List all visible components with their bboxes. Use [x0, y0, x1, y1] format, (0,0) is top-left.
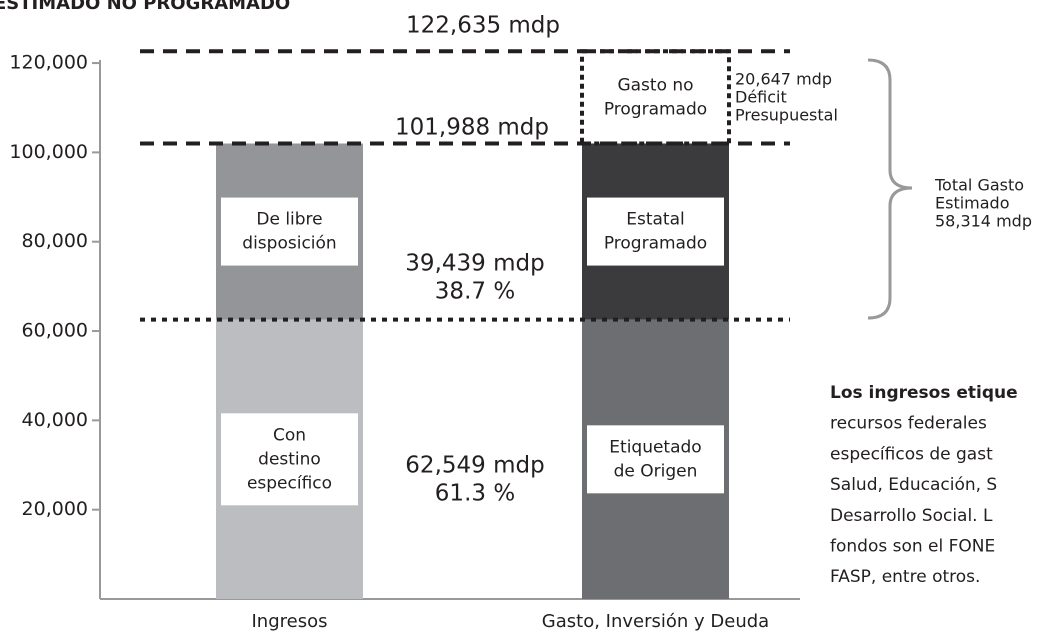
chart-title: ESTIMADO NO PROGRAMADO [0, 0, 290, 14]
segment-label: Etiquetado [609, 437, 701, 457]
note-line: fondos son el FONE [830, 537, 995, 557]
bar-segment [580, 49, 731, 146]
bracket [867, 58, 913, 320]
segment-label: de Origen [614, 461, 698, 481]
y-tick-label: 120,000 [9, 52, 88, 74]
y-tick-label: 80,000 [22, 230, 88, 252]
segment-label: De libre [256, 210, 322, 230]
segment-label: Con [273, 425, 306, 445]
note-line: Desarrollo Social. L [830, 506, 993, 526]
segment-label: Estatal [626, 210, 685, 230]
annotation: Déficit [735, 88, 787, 107]
annotation: Total Gasto [934, 176, 1024, 195]
annotation: 62,549 mdp [405, 453, 544, 479]
note-line: específicos de gast [830, 444, 993, 464]
y-tick-label: 40,000 [22, 409, 88, 431]
label-box [587, 197, 724, 266]
label-box [587, 425, 724, 494]
note-line: Los ingresos etique [830, 383, 1018, 403]
segment-label: específico [247, 473, 332, 493]
annotation: Presupuestal [735, 106, 838, 125]
segment-label: Programado [604, 99, 707, 119]
annotation: 58,314 mdp [935, 212, 1032, 231]
note-line: Salud, Educación, S [830, 475, 997, 495]
label-box [221, 413, 358, 506]
segment-label: Gasto no [617, 75, 693, 95]
label-box [221, 197, 358, 266]
annotation: 61.3 % [435, 481, 515, 507]
annotation: 20,647 mdp [735, 70, 832, 89]
reference-label: 122,635 mdp [406, 13, 560, 39]
y-tick-label: 60,000 [22, 320, 88, 342]
annotation: Estimado [935, 194, 1010, 213]
segment-label: disposición [242, 234, 336, 254]
segment-label: Programado [604, 234, 707, 254]
note-line: FASP, entre otros. [830, 567, 980, 587]
annotation: 38.7 % [435, 279, 515, 305]
annotation: 39,439 mdp [405, 251, 544, 277]
x-tick-label: Ingresos [252, 611, 328, 632]
y-tick-label: 20,000 [22, 498, 88, 520]
note-line: recursos federales [830, 414, 987, 434]
segment-label: destino [258, 449, 321, 469]
reference-label: 101,988 mdp [395, 115, 549, 141]
y-tick-label: 100,000 [9, 141, 88, 163]
x-tick-label: Gasto, Inversión y Deuda [542, 611, 769, 632]
